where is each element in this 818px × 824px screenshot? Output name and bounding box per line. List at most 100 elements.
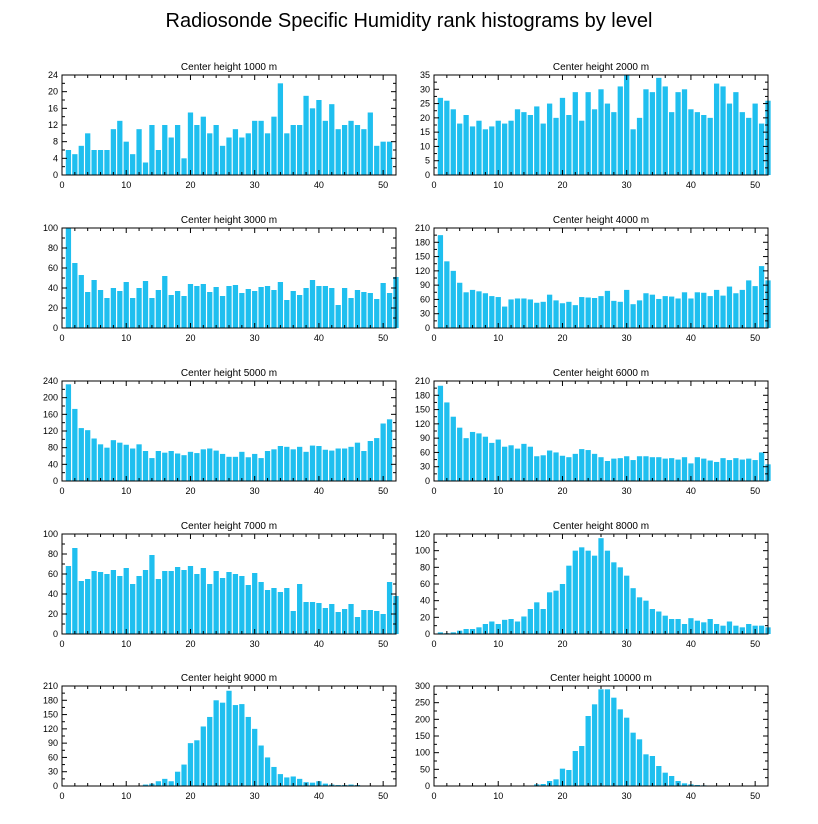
bar [437,385,444,481]
x-tick-label: 40 [314,180,324,190]
y-tick-label: 20 [48,87,58,97]
bar [546,294,553,328]
y-tick-label: 100 [43,223,58,233]
x-tick-label: 40 [686,791,696,801]
bar [489,126,495,175]
x-tick-label: 40 [686,180,696,190]
bar [348,298,354,328]
bar [656,457,662,481]
y-tick-label: 300 [415,681,430,691]
bar [117,120,123,175]
bar [380,614,386,634]
panel-8: Center height 8000 m 0 10 20 30 40 50 0 20 40 60 80… [415,521,771,649]
bar [662,772,668,786]
bar [604,290,611,328]
bar [514,109,521,175]
bar [271,116,277,175]
bar [726,103,733,175]
bar [374,438,380,481]
panel-5: Center height 5000 m 0 10 20 30 40 50 0 40 80 120 1… [43,368,397,496]
y-tick-label: 40 [420,596,430,606]
bar [65,566,72,634]
bar [264,286,271,328]
bar [297,778,303,786]
bar [219,578,226,634]
bar [168,295,174,328]
x-tick-label: 50 [750,791,760,801]
y-tick-label: 80 [48,243,58,253]
bar [495,439,501,481]
y-tick-label: 60 [48,569,58,579]
bar [174,291,181,328]
bar [540,455,546,481]
x-tick-label: 20 [557,791,567,801]
bar [572,453,578,481]
bar [303,451,309,481]
bar [348,446,354,481]
bar [232,705,239,786]
bar [681,292,688,328]
bar [245,289,251,328]
bar [758,452,765,481]
bar [669,458,675,481]
bar [502,446,508,481]
x-tick-label: 40 [314,486,324,496]
bar [264,451,271,481]
bar [649,294,656,328]
x-tick-label: 10 [493,639,503,649]
bar [226,137,232,175]
panel-3: Center height 3000 m 0 10 20 30 40 50 0 20 40 60 80… [43,215,399,343]
bar [630,588,636,634]
figure-title: Radiosonde Specific Humidity rank histog… [165,10,653,32]
bar [322,120,328,175]
y-tick-label: 120 [43,724,58,734]
y-tick-label: 180 [415,237,430,247]
bar [367,293,373,328]
bar [123,141,129,175]
bar [758,625,765,634]
bar [284,777,290,786]
bar [489,442,495,481]
bar [104,298,110,328]
bar [181,764,187,786]
bar [277,446,284,481]
y-tick-label: 90 [420,433,430,443]
bar [521,112,527,175]
y-tick-label: 80 [48,443,58,453]
bar [239,451,245,481]
x-tick-label: 50 [750,333,760,343]
y-tick-label: 120 [415,419,430,429]
y-tick-label: 150 [43,710,58,720]
bar [624,456,630,481]
x-tick-label: 0 [431,180,436,190]
bar [374,145,380,175]
bar [354,290,361,328]
bar [335,448,341,481]
bar [123,568,129,634]
y-tick-label: 120 [43,426,58,436]
bar [508,619,514,634]
bar [521,616,527,634]
bar [341,288,348,328]
x-tick-label: 30 [622,180,632,190]
bar [181,570,187,634]
bar [566,457,572,481]
y-tick-label: 60 [420,294,430,304]
bar [252,573,258,634]
bar [527,115,533,175]
bar [566,565,572,634]
bar [200,116,206,175]
bar [316,100,322,175]
bar [636,456,643,481]
x-tick-label: 50 [378,486,388,496]
bar [758,266,765,328]
bar [482,436,489,481]
bar [463,115,469,175]
bar [707,619,713,634]
bar [624,75,630,175]
bar [271,449,277,481]
x-tick-label: 50 [378,180,388,190]
bar [553,779,559,786]
bar [482,624,489,634]
bar [489,621,495,634]
